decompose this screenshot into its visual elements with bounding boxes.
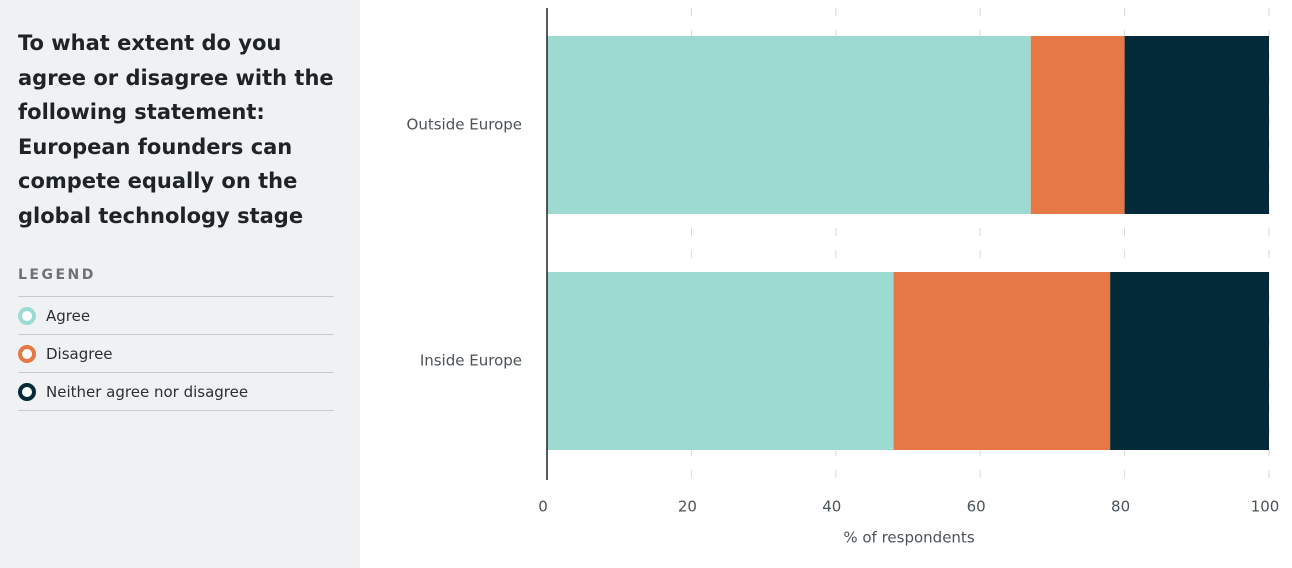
x-tick-label: 40 <box>822 498 841 516</box>
chart-title: To what extent do you agree or disagree … <box>18 31 334 228</box>
x-tick-label: 80 <box>1111 498 1130 516</box>
legend-label: Neither agree nor disagree <box>46 382 249 401</box>
bar-segment <box>547 272 894 450</box>
legend-marker <box>18 344 36 363</box>
bar-segment <box>547 36 1031 214</box>
x-tick-label: 60 <box>967 498 986 516</box>
legend-marker <box>18 306 36 325</box>
x-tick-label: 0 <box>538 498 548 516</box>
legend-marker <box>18 382 36 401</box>
y-tick-label: Outside Europe <box>407 116 522 134</box>
legend-label: Agree <box>46 306 91 325</box>
side-panel: To what extent do you agree or disagree … <box>0 0 360 568</box>
bar-segment <box>893 272 1111 450</box>
legend-item: Agree <box>18 297 334 335</box>
bar-segment <box>1110 272 1269 450</box>
bar-segment <box>1030 36 1125 214</box>
bar-segment <box>1124 36 1269 214</box>
x-axis-label: % of respondents <box>843 529 974 547</box>
x-tick-label: 100 <box>1251 498 1280 516</box>
x-tick-label: 20 <box>678 498 697 516</box>
legend-item: Neither agree nor disagree <box>18 373 334 411</box>
legend: Agree Disagree Neither agree nor disagree <box>18 296 334 411</box>
legend-item: Disagree <box>18 335 334 373</box>
legend-title: LEGEND <box>18 267 96 283</box>
legend-label: Disagree <box>46 344 113 363</box>
y-tick-label: Inside Europe <box>420 352 522 370</box>
